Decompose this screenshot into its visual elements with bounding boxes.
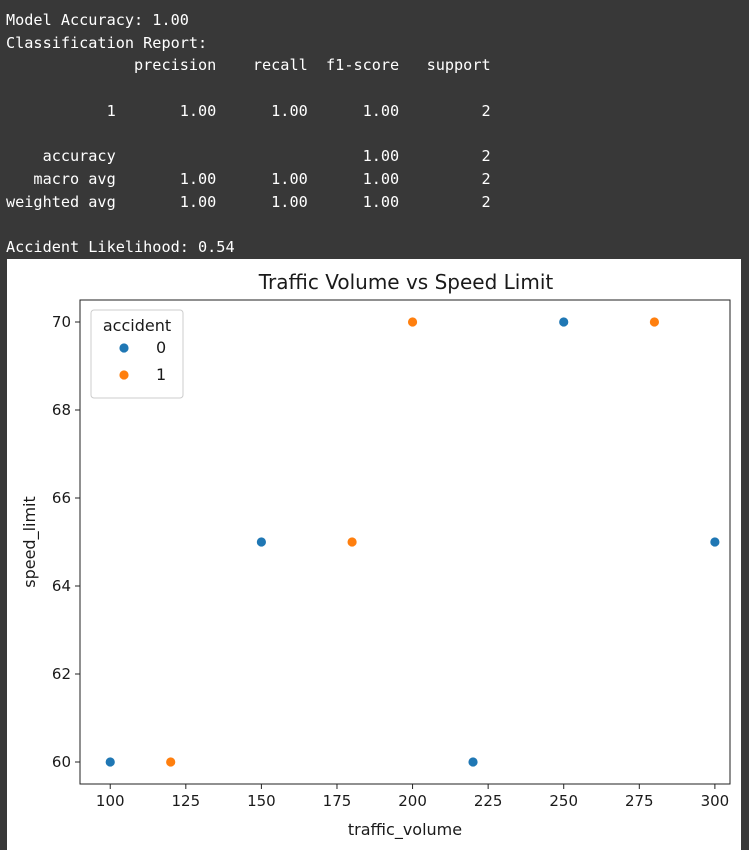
y-axis-label: speed_limit	[20, 496, 40, 588]
data-point-accident-0	[255, 536, 267, 548]
y-tick-label: 70	[52, 313, 71, 331]
x-tick-label: 225	[474, 792, 503, 810]
data-point-accident-1	[346, 536, 358, 548]
x-axis: 100 125 150 175 200 225 250 275 300	[96, 784, 729, 810]
legend: accident 01	[90, 309, 184, 399]
chart-canvas: Traffic Volume vs Speed Limit 100 125 150 1…	[20, 270, 731, 840]
console-line: 1 1.00 1.00 1.00 2	[6, 101, 491, 120]
x-tick-label: 200	[398, 792, 427, 810]
y-axis: 60 62 64 66 68 70	[52, 313, 80, 771]
y-tick-label: 62	[52, 665, 71, 683]
data-points	[104, 316, 721, 768]
legend-title: accident	[103, 316, 171, 335]
console-line: weighted avg 1.00 1.00 1.00 2	[6, 192, 491, 211]
x-tick-label: 150	[247, 792, 276, 810]
legend-label: 1	[156, 365, 166, 384]
x-axis-label: traffic_volume	[348, 820, 462, 840]
x-tick-label: 275	[625, 792, 654, 810]
scatter-chart: Traffic Volume vs Speed Limit 100 125 150 1…	[7, 259, 741, 850]
console-line	[6, 122, 491, 145]
chart-title: Traffic Volume vs Speed Limit	[258, 270, 554, 294]
data-point-accident-1	[649, 316, 660, 328]
legend-entries: 01	[118, 338, 166, 384]
console-line: accuracy 1.00 2	[6, 147, 491, 166]
axes-frame	[79, 299, 731, 785]
data-point-accident-0	[558, 316, 570, 328]
console-line: Classification Report:	[6, 33, 208, 52]
legend-box	[90, 309, 184, 399]
data-point-accident-1	[165, 756, 177, 768]
y-tick-label: 68	[52, 401, 71, 419]
legend-marker	[118, 342, 130, 354]
console-line: macro avg 1.00 1.00 1.00 2	[6, 169, 491, 188]
legend-marker	[118, 369, 130, 381]
legend-label: 0	[156, 338, 166, 357]
y-tick-label: 64	[52, 577, 71, 595]
data-point-accident-0	[709, 536, 721, 548]
data-point-accident-0	[467, 756, 479, 768]
console-line: Model Accuracy: 1.00	[6, 11, 189, 29]
x-tick-label: 100	[96, 792, 125, 810]
data-point-accident-1	[407, 316, 418, 328]
y-tick-label: 60	[52, 753, 71, 771]
console-line: precision recall f1-score support	[6, 56, 491, 75]
x-tick-label: 300	[701, 792, 730, 810]
console-line	[6, 77, 491, 100]
x-tick-label: 175	[323, 792, 352, 810]
x-tick-label: 250	[549, 792, 578, 810]
console-line	[6, 213, 491, 236]
console-line: Accident Likelihood: 0.54	[6, 237, 235, 256]
data-point-accident-0	[104, 756, 116, 768]
x-tick-label: 125	[171, 792, 200, 810]
console-output: Model Accuracy: 1.00 Classification Repor…	[6, 9, 491, 259]
y-tick-label: 66	[52, 489, 71, 507]
